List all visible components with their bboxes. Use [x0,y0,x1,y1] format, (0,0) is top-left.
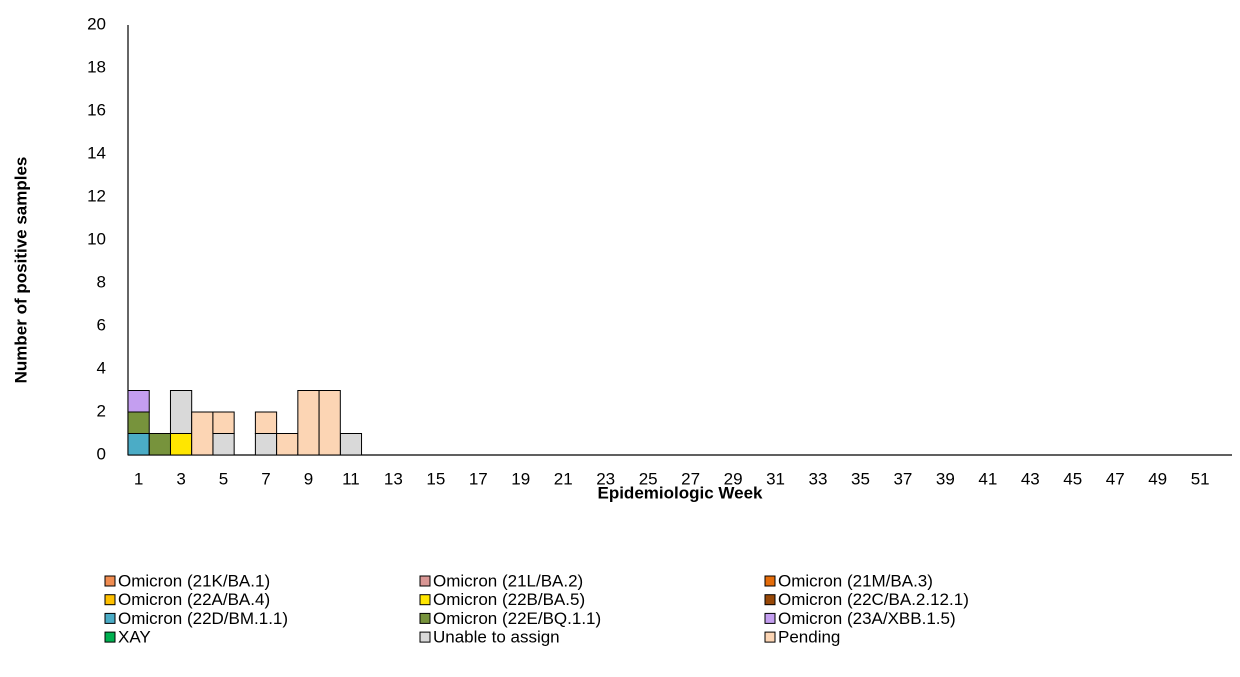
bar-segment [127,390,150,413]
x-tick-label: 15 [426,469,445,488]
bar-segment [254,433,278,456]
bar-segment [191,411,214,456]
legend-label: Omicron (22B/BA.5) [433,590,585,609]
legend-swatch [104,594,116,606]
bar-segment [212,433,235,456]
legend-swatch [764,631,776,643]
legend-label: Omicron (21M/BA.3) [778,571,933,590]
bar-segment [318,390,341,456]
legend-swatch [419,594,431,606]
legend-label: Omicron (21L/BA.2) [433,571,583,590]
legend-label: Pending [778,628,840,647]
x-tick-label: 7 [261,469,270,488]
legend-label: Unable to assign [433,628,560,647]
bar-segment [212,411,235,434]
y-tick-label: 6 [97,315,106,334]
x-tick-label: 49 [1148,469,1167,488]
legend-swatch [104,612,116,624]
x-tick-label: 23 [596,469,615,488]
bar-segment [339,433,363,456]
x-tick-label: 9 [304,469,313,488]
x-axis-title: Epidemiologic Week [597,483,763,502]
x-tick-label: 29 [724,469,743,488]
legend-label: Omicron (22C/BA.2.12.1) [778,590,969,609]
y-tick-label: 18 [87,57,106,76]
legend-label: Omicron (22A/BA.4) [118,590,270,609]
x-tick-label: 13 [384,469,403,488]
legend-label: Omicron (22E/BQ.1.1) [433,609,601,628]
legend-swatch [764,594,776,606]
legend-swatch [764,575,776,587]
bar-segment [254,411,278,434]
x-tick-label: 17 [469,469,488,488]
x-tick-label: 43 [1021,469,1040,488]
y-tick-label: 8 [97,272,106,291]
x-tick-label: 37 [893,469,912,488]
legend-label: Omicron (21K/BA.1) [118,571,270,590]
legend-swatch [419,631,431,643]
y-tick-label: 16 [87,100,106,119]
legend-swatch [419,575,431,587]
bar-segment [169,433,193,456]
legend-label: Omicron (22D/BM.1.1) [118,609,288,628]
legend-swatch [764,612,776,624]
y-tick-label: 20 [87,14,106,33]
bar-segment [276,433,299,456]
x-tick-label: 1 [134,469,143,488]
y-tick-label: 14 [87,143,106,162]
x-tick-label: 31 [766,469,785,488]
x-tick-label: 35 [851,469,870,488]
x-tick-label: 41 [978,469,997,488]
bar-segment [148,433,171,456]
x-tick-label: 51 [1191,469,1210,488]
x-tick-label: 47 [1106,469,1125,488]
x-tick-label: 45 [1063,469,1082,488]
x-tick-label: 39 [936,469,955,488]
bar-segment [169,390,193,434]
legend-label: XAY [118,628,151,647]
x-tick-label: 3 [176,469,185,488]
x-tick-label: 33 [809,469,828,488]
y-tick-label: 10 [87,229,106,248]
x-tick-label: 21 [554,469,573,488]
y-tick-label: 0 [97,444,106,463]
x-tick-label: 5 [219,469,228,488]
x-tick-label: 27 [681,469,700,488]
bar-segment [297,390,320,456]
legend-swatch [104,575,116,587]
x-tick-label: 11 [342,469,360,488]
bar-segment [127,433,150,456]
bar-segment [127,411,150,434]
legend-swatch [104,631,116,643]
y-tick-label: 2 [97,401,106,420]
x-tick-label: 19 [511,469,530,488]
legend-label: Omicron (23A/XBB.1.5) [778,609,956,628]
y-tick-label: 4 [97,358,106,377]
y-axis-title: Number of positive samples [11,157,30,384]
x-tick-label: 25 [639,469,658,488]
y-tick-label: 12 [87,186,106,205]
legend-swatch [419,612,431,624]
